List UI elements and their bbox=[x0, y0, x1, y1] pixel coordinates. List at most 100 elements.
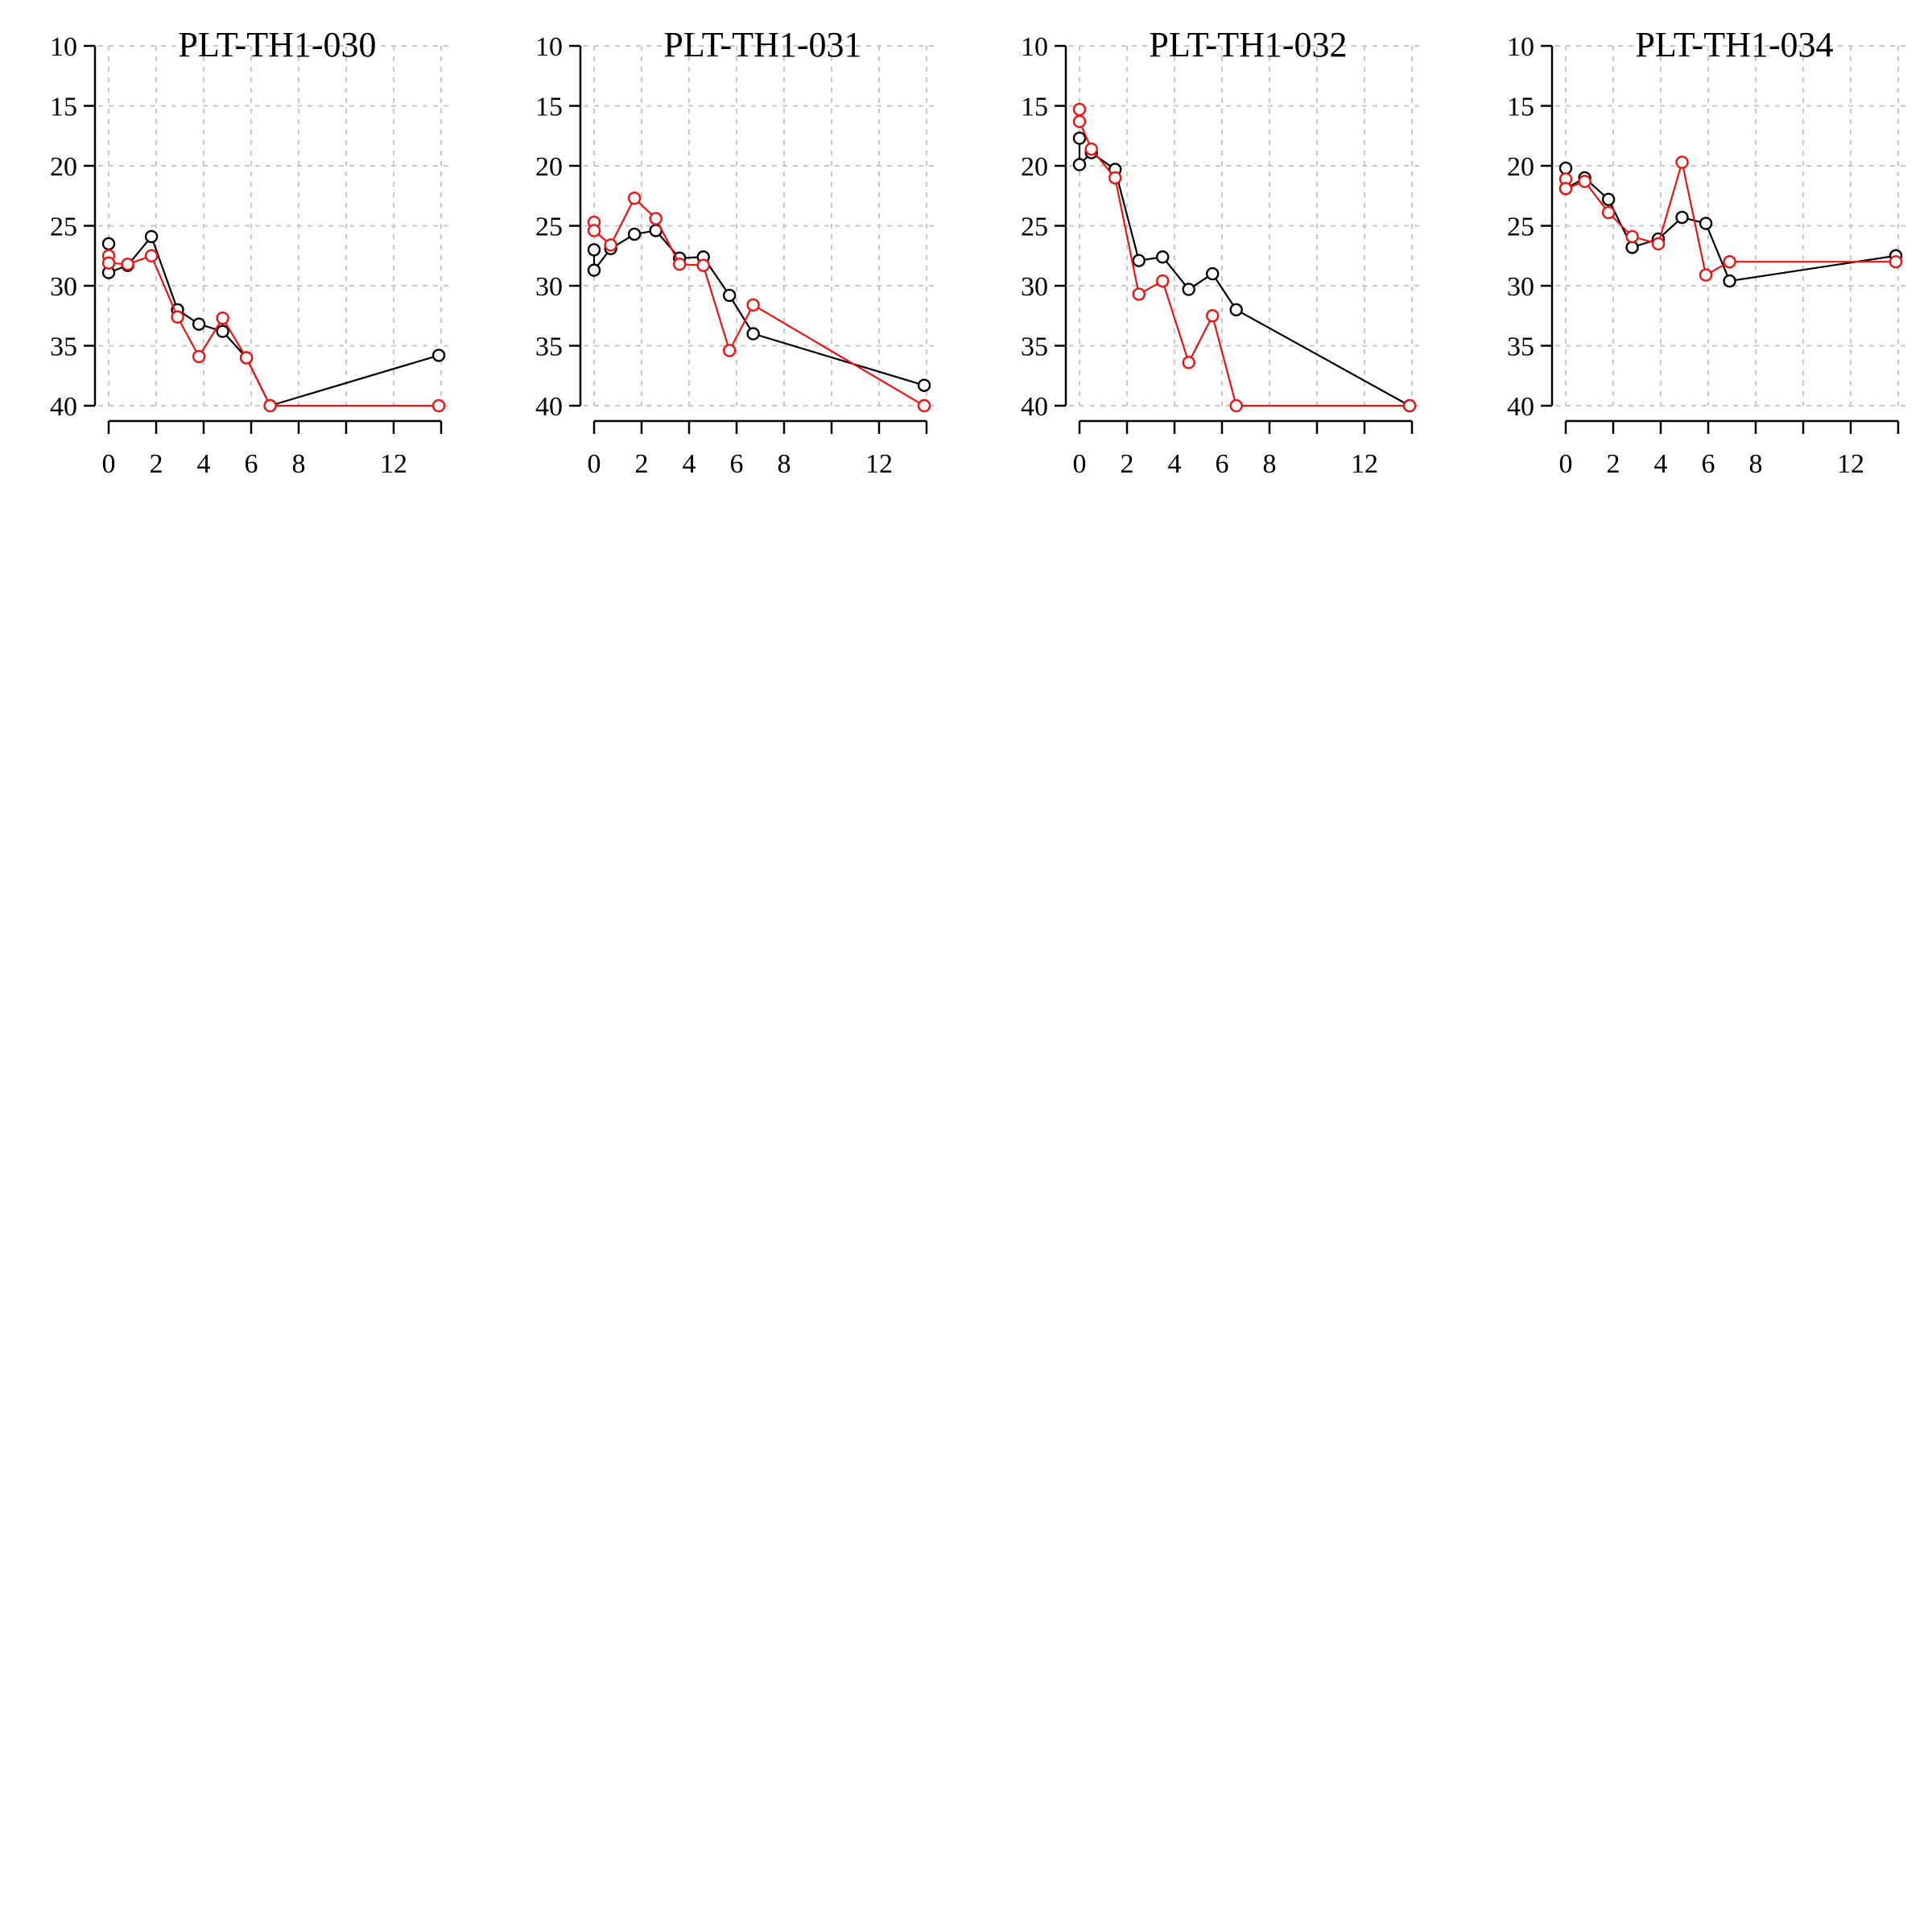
data-point bbox=[649, 212, 663, 225]
x-tick-label: 12 bbox=[380, 449, 407, 479]
data-point bbox=[1651, 237, 1666, 251]
x-tick-label: 8 bbox=[292, 449, 306, 479]
x-tick-label: 2 bbox=[1121, 449, 1134, 479]
y-tick-label: 10 bbox=[1021, 32, 1048, 62]
y-tick-label: 15 bbox=[1021, 93, 1048, 122]
x-tick-label: 2 bbox=[150, 449, 163, 479]
data-point bbox=[239, 351, 254, 365]
x-tick-label: 8 bbox=[778, 449, 791, 479]
data-point bbox=[1229, 398, 1243, 413]
chart-panel-1: 10 15 20 25 30 35 40 0 2 4 6 8 12 PLT-TH1-030 bbox=[50, 25, 449, 479]
data-point bbox=[121, 257, 134, 271]
series-line-1 bbox=[1078, 138, 1410, 407]
data-point bbox=[101, 256, 116, 270]
data-point bbox=[1072, 102, 1087, 117]
data-point bbox=[431, 349, 446, 362]
y-tick-label: 40 bbox=[1507, 392, 1534, 422]
series-line-1 bbox=[1564, 167, 1897, 283]
data-point bbox=[171, 310, 184, 324]
data-point bbox=[263, 398, 277, 413]
x-tick-label: 8 bbox=[1263, 449, 1277, 479]
series-line-1 bbox=[592, 229, 925, 386]
series-line-1 bbox=[107, 235, 440, 407]
data-point bbox=[746, 298, 760, 312]
data-point bbox=[1625, 229, 1639, 244]
data-point bbox=[1601, 205, 1616, 220]
data-point bbox=[144, 249, 159, 262]
y-tick-label: 30 bbox=[50, 272, 77, 302]
data-point bbox=[1558, 161, 1573, 175]
data-point bbox=[1675, 155, 1689, 169]
x-tick-label: 4 bbox=[197, 449, 211, 479]
x-tick-label: 6 bbox=[1702, 449, 1715, 479]
data-point bbox=[627, 227, 642, 242]
y-tick-label: 30 bbox=[1021, 272, 1048, 302]
y-tick-label: 20 bbox=[1507, 152, 1534, 182]
data-point bbox=[722, 344, 737, 357]
data-point bbox=[1558, 182, 1573, 196]
y-tick-label: 20 bbox=[1021, 152, 1048, 182]
data-point bbox=[1084, 142, 1098, 156]
data-point bbox=[1072, 131, 1087, 145]
y-tick-label: 15 bbox=[50, 93, 77, 122]
data-point bbox=[144, 229, 159, 244]
series-line-2 bbox=[1564, 161, 1897, 276]
y-tick-label: 35 bbox=[1021, 332, 1048, 362]
data-point bbox=[1156, 274, 1170, 288]
panel-title: PLT-TH1-030 bbox=[178, 25, 376, 64]
data-point bbox=[192, 317, 206, 331]
y-tick-label: 10 bbox=[1507, 32, 1534, 62]
data-point bbox=[587, 263, 601, 277]
x-tick-label: 0 bbox=[1559, 449, 1573, 479]
data-point bbox=[1108, 171, 1122, 185]
y-tick-label: 25 bbox=[1021, 213, 1048, 242]
data-point bbox=[746, 327, 760, 341]
y-tick-label: 25 bbox=[1507, 213, 1534, 242]
data-point bbox=[192, 349, 206, 364]
panel-title: PLT-TH1-034 bbox=[1635, 25, 1833, 64]
data-point bbox=[101, 237, 116, 251]
y-tick-label: 25 bbox=[535, 213, 563, 242]
data-point bbox=[1699, 217, 1713, 230]
data-point bbox=[696, 258, 710, 272]
y-tick-label: 30 bbox=[535, 272, 563, 302]
x-tick-label: 0 bbox=[102, 449, 116, 479]
series-line-2 bbox=[107, 254, 440, 407]
data-point bbox=[1723, 255, 1736, 269]
y-tick-label: 20 bbox=[50, 152, 77, 182]
y-tick-label: 15 bbox=[535, 93, 563, 122]
data-point bbox=[1625, 241, 1639, 254]
data-point bbox=[1889, 255, 1903, 269]
y-tick-label: 10 bbox=[50, 32, 77, 62]
x-tick-label: 6 bbox=[1216, 449, 1229, 479]
data-point bbox=[1402, 398, 1417, 413]
x-tick-label: 4 bbox=[683, 449, 696, 479]
panel-title: PLT-TH1-031 bbox=[663, 25, 861, 64]
y-tick-label: 40 bbox=[1021, 392, 1048, 422]
data-point bbox=[1182, 283, 1195, 296]
y-tick-label: 25 bbox=[50, 213, 77, 242]
y-tick-label: 40 bbox=[50, 392, 77, 422]
chart-panel-2: 10 15 20 25 30 35 40 0 2 4 6 8 12 PLT-TH1-031 bbox=[535, 25, 935, 479]
data-point bbox=[587, 224, 601, 237]
data-point bbox=[1205, 266, 1220, 281]
series-line-2 bbox=[1078, 109, 1410, 407]
x-tick-label: 2 bbox=[635, 449, 649, 479]
data-point bbox=[722, 288, 737, 303]
data-point bbox=[1578, 175, 1591, 188]
y-tick-label: 40 bbox=[535, 392, 563, 422]
data-point bbox=[1601, 192, 1616, 206]
data-point bbox=[1132, 254, 1146, 267]
data-point bbox=[627, 192, 642, 205]
data-point bbox=[216, 324, 229, 338]
data-point bbox=[1182, 356, 1195, 369]
chart-panel-4: 10 15 20 25 30 35 40 0 2 4 6 8 12 PLT-TH1-034 bbox=[1507, 25, 1906, 479]
x-tick-label: 12 bbox=[1837, 449, 1864, 479]
y-tick-label: 20 bbox=[535, 152, 563, 182]
data-point bbox=[1072, 114, 1087, 129]
data-point bbox=[1229, 303, 1243, 316]
data-point bbox=[1156, 250, 1170, 264]
x-tick-label: 8 bbox=[1749, 449, 1763, 479]
x-tick-label: 12 bbox=[1351, 449, 1378, 479]
